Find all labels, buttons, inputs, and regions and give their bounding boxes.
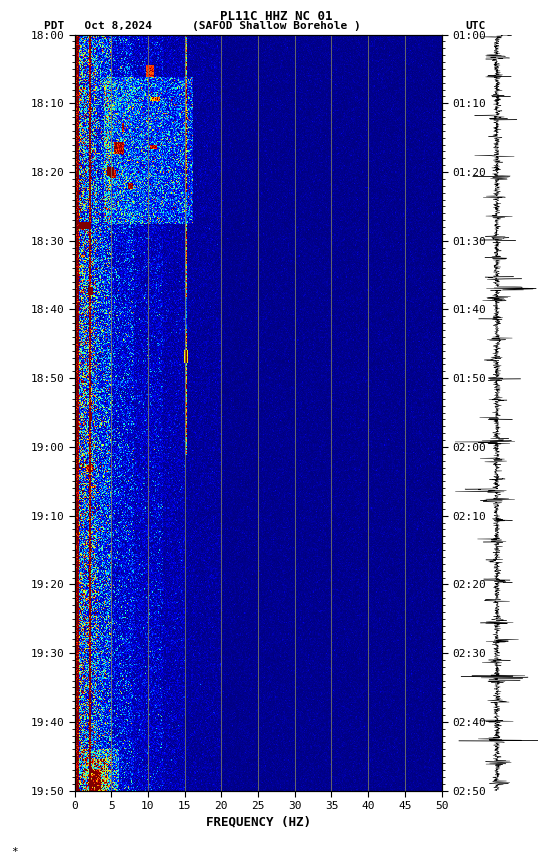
X-axis label: FREQUENCY (HZ): FREQUENCY (HZ)	[205, 815, 311, 828]
Text: PDT   Oct 8,2024: PDT Oct 8,2024	[44, 21, 152, 31]
Text: PL11C HHZ NC 01: PL11C HHZ NC 01	[220, 10, 332, 23]
Text: UTC: UTC	[465, 21, 486, 31]
Text: *: *	[11, 848, 18, 857]
Text: (SAFOD Shallow Borehole ): (SAFOD Shallow Borehole )	[192, 21, 360, 31]
